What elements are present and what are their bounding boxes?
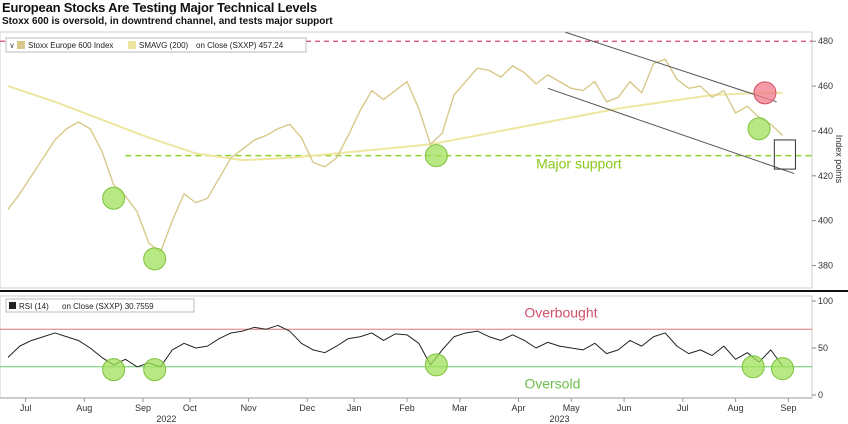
green-marker: [424, 144, 448, 168]
x-tick-label: Jul: [20, 403, 32, 413]
x-year-label: 2023: [550, 414, 570, 424]
price-panel-frame: [0, 31, 813, 289]
x-tick-label: Mar: [452, 403, 468, 413]
x-tick-label: Oct: [183, 403, 198, 413]
legend-suffix-sma: on Close (SXXP) 457.24: [196, 41, 284, 50]
highlight-box: [773, 139, 796, 170]
x-tick-label: Dec: [299, 403, 316, 413]
x-year-label: 2022: [156, 414, 176, 424]
x-tick-label: Aug: [76, 403, 92, 413]
rsi-green-marker: [741, 355, 765, 379]
x-tick-label: Jun: [617, 403, 632, 413]
x-tick-label: Sep: [780, 403, 796, 413]
rsi-series-line: [7, 324, 783, 368]
legend-label-sma: SMAVG (200): [139, 41, 189, 50]
rsi-y-tick-label: 100: [818, 296, 833, 306]
price-panel: 380 400 420 440 460 480 Index points Major supp…: [0, 31, 844, 271]
chart-subtitle: Stoxx 600 is oversold, in downtrend chan…: [2, 16, 333, 27]
rsi-legend-swatch: [9, 302, 16, 309]
y-tick-label: 380: [818, 261, 833, 271]
y-tick-label: 480: [818, 36, 833, 46]
x-tick-label: Aug: [728, 403, 744, 413]
x-axis: Jul Aug Sep Oct Nov Dec Jan Feb Mar Apr May Jun Jul A…: [0, 397, 812, 424]
rsi-green-marker: [102, 358, 126, 382]
green-marker: [143, 247, 167, 271]
y-axis-title: Index points: [834, 135, 844, 184]
channel-upper-line: [565, 31, 777, 103]
chart-title: European Stocks Are Testing Major Techni…: [2, 0, 317, 15]
red-marker: [753, 81, 777, 105]
legend-swatch-sma: [128, 41, 136, 49]
y-tick-label: 420: [818, 171, 833, 181]
rsi-legend-label: RSI (14): [19, 302, 49, 311]
x-tick-label: Jan: [347, 403, 362, 413]
y-tick-label: 460: [818, 81, 833, 91]
rsi-green-marker: [424, 353, 448, 377]
y-tick-label: 400: [818, 216, 833, 226]
legend-box: [5, 37, 307, 53]
legend-swatch-price: [17, 41, 25, 49]
rsi-green-marker: [771, 357, 795, 381]
price-series-line: [7, 58, 784, 253]
legend-prefix: ∨: [9, 41, 15, 50]
x-tick-label: Jul: [677, 403, 689, 413]
y-tick-label: 440: [818, 126, 833, 136]
sma-series-line: [7, 85, 783, 162]
x-tick-label: Apr: [511, 403, 525, 413]
x-tick-label: May: [563, 403, 581, 413]
annotation-major-support: Major support: [536, 155, 622, 171]
rsi-y-tick-label: 0: [818, 390, 823, 400]
channel-lower-line: [547, 87, 795, 175]
green-marker: [102, 186, 126, 210]
annotation-oversold: Oversold: [524, 376, 580, 392]
rsi-green-marker: [143, 358, 167, 382]
green-marker: [747, 117, 771, 141]
rsi-panel: 0 50 100 Overbought Oversold RSI (14) on Close…: [0, 296, 833, 400]
x-tick-label: Feb: [399, 403, 415, 413]
rsi-legend-box: [5, 298, 195, 313]
rsi-legend-suffix: on Close (SXXP) 30.7559: [62, 302, 154, 311]
legend-label-price: Stoxx Europe 600 Index: [28, 41, 113, 50]
x-tick-label: Nov: [241, 403, 258, 413]
rsi-y-tick-label: 50: [818, 343, 828, 353]
annotation-overbought: Overbought: [524, 304, 597, 320]
x-tick-label: Sep: [135, 403, 151, 413]
